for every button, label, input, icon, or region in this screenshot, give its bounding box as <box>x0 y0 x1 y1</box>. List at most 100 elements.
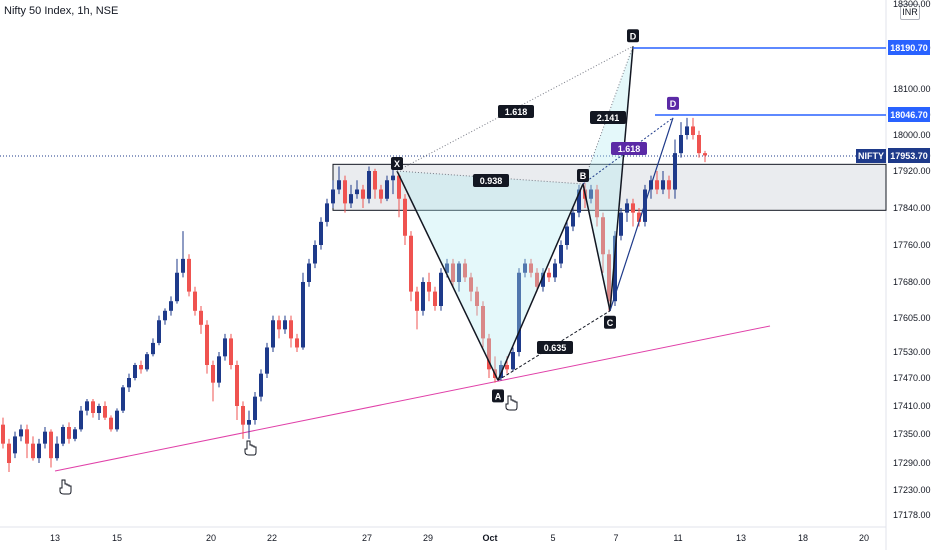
candle-body <box>673 153 677 190</box>
point-a-label-text: A <box>495 391 502 401</box>
candle-body <box>223 338 227 357</box>
alt-ratio-line <box>582 117 674 185</box>
candle-body <box>181 258 185 273</box>
currency-badge[interactable]: INR <box>900 4 920 20</box>
candle-body <box>589 189 593 199</box>
candle-body <box>637 212 641 222</box>
candle-body <box>277 320 281 330</box>
pattern-leg <box>582 183 611 311</box>
candle-body <box>625 203 629 213</box>
candle-body <box>91 401 95 413</box>
symbol-tag-text: NIFTY <box>858 151 884 161</box>
x-tick-label: 27 <box>362 533 372 543</box>
candle-body <box>331 189 335 204</box>
candle-body <box>439 272 443 306</box>
point-x-label-text: X <box>394 159 400 169</box>
ratio-alt-text: 1.618 <box>618 144 641 154</box>
candle-body <box>67 427 71 439</box>
candle-body <box>457 263 461 282</box>
candle-body <box>685 126 689 135</box>
x-tick-label: Oct <box>482 533 497 543</box>
candle-body <box>529 263 533 273</box>
candle-body <box>139 365 143 370</box>
pattern-leg <box>609 46 634 311</box>
candle-body <box>19 429 23 437</box>
point-x-label <box>391 157 403 170</box>
candle-body <box>25 429 29 444</box>
candle-body <box>397 175 401 199</box>
candle-body <box>37 443 41 459</box>
point-a-label <box>492 389 504 403</box>
ratio-alt <box>611 142 647 155</box>
x-tick-label: 13 <box>736 533 746 543</box>
candle-body <box>697 135 701 154</box>
candle-body <box>469 277 473 292</box>
y-tick-label: 17530.00 <box>893 347 931 357</box>
alt-pattern-leg <box>609 117 674 311</box>
candle-body <box>307 263 311 282</box>
y-tick-label: 17605.00 <box>893 313 931 323</box>
candle-body <box>451 263 455 282</box>
y-tick-label: 18300.00 <box>893 0 931 9</box>
candle-body <box>313 245 317 264</box>
candle-body <box>241 406 245 425</box>
candle-body <box>73 429 77 439</box>
candle-body <box>505 365 509 370</box>
candle-body <box>691 126 695 135</box>
candle-body <box>421 282 425 311</box>
candle-body <box>49 431 53 459</box>
pattern-leg <box>396 170 499 381</box>
x-tick-label: 7 <box>613 533 618 543</box>
x-tick-label: 18 <box>798 533 808 543</box>
y-tick-label: 17840.00 <box>893 203 931 213</box>
candle-body <box>427 282 431 292</box>
hand-shape <box>59 479 72 495</box>
ratio-line-xd <box>396 45 634 172</box>
candle-body <box>601 217 605 255</box>
candle-body <box>163 310 167 321</box>
candle-body <box>349 194 353 204</box>
y-tick-label: 17410.00 <box>893 401 931 411</box>
y-tick-label: 17290.00 <box>893 458 931 468</box>
candle-body <box>31 443 35 459</box>
candle-body <box>217 356 221 383</box>
candle-body <box>385 180 389 199</box>
ratio-bd <box>590 111 626 124</box>
candle-body <box>259 373 263 397</box>
candle-body <box>613 235 617 302</box>
candle-body <box>499 365 503 378</box>
candle-body <box>547 272 551 278</box>
pattern-leg <box>497 183 584 381</box>
hand-cursor-icon <box>505 395 518 411</box>
candle-body <box>169 301 173 311</box>
candle-body <box>319 221 323 245</box>
candle-body <box>403 198 407 236</box>
candle-body <box>145 354 149 370</box>
candle-body <box>61 427 65 444</box>
ratio-bd-text: 2.141 <box>597 113 620 123</box>
xab-triangle <box>397 171 583 381</box>
x-tick-label: 5 <box>550 533 555 543</box>
candle-body <box>463 263 467 278</box>
candle-body <box>595 189 599 218</box>
candle-body <box>517 272 521 352</box>
candle-body <box>703 153 707 156</box>
candle-body <box>283 320 287 330</box>
point-b-label <box>577 168 589 182</box>
candle-body <box>409 235 413 292</box>
candle-body <box>367 171 371 199</box>
price-label-box <box>888 40 930 55</box>
point-c-label <box>604 315 616 329</box>
point-c-label-text: C <box>607 318 614 328</box>
y-tick-label: 17680.00 <box>893 277 931 287</box>
symbol-tag <box>856 149 886 163</box>
candle-body <box>97 406 101 413</box>
ratio-ac <box>537 341 573 354</box>
point-d2-label <box>667 96 679 110</box>
chart-title: Nifty 50 Index, 1h, NSE <box>4 5 119 17</box>
candle-body <box>295 338 299 348</box>
candle-body <box>433 291 437 306</box>
x-tick-label: 13 <box>50 533 60 543</box>
point-b-label-text: B <box>580 171 587 181</box>
